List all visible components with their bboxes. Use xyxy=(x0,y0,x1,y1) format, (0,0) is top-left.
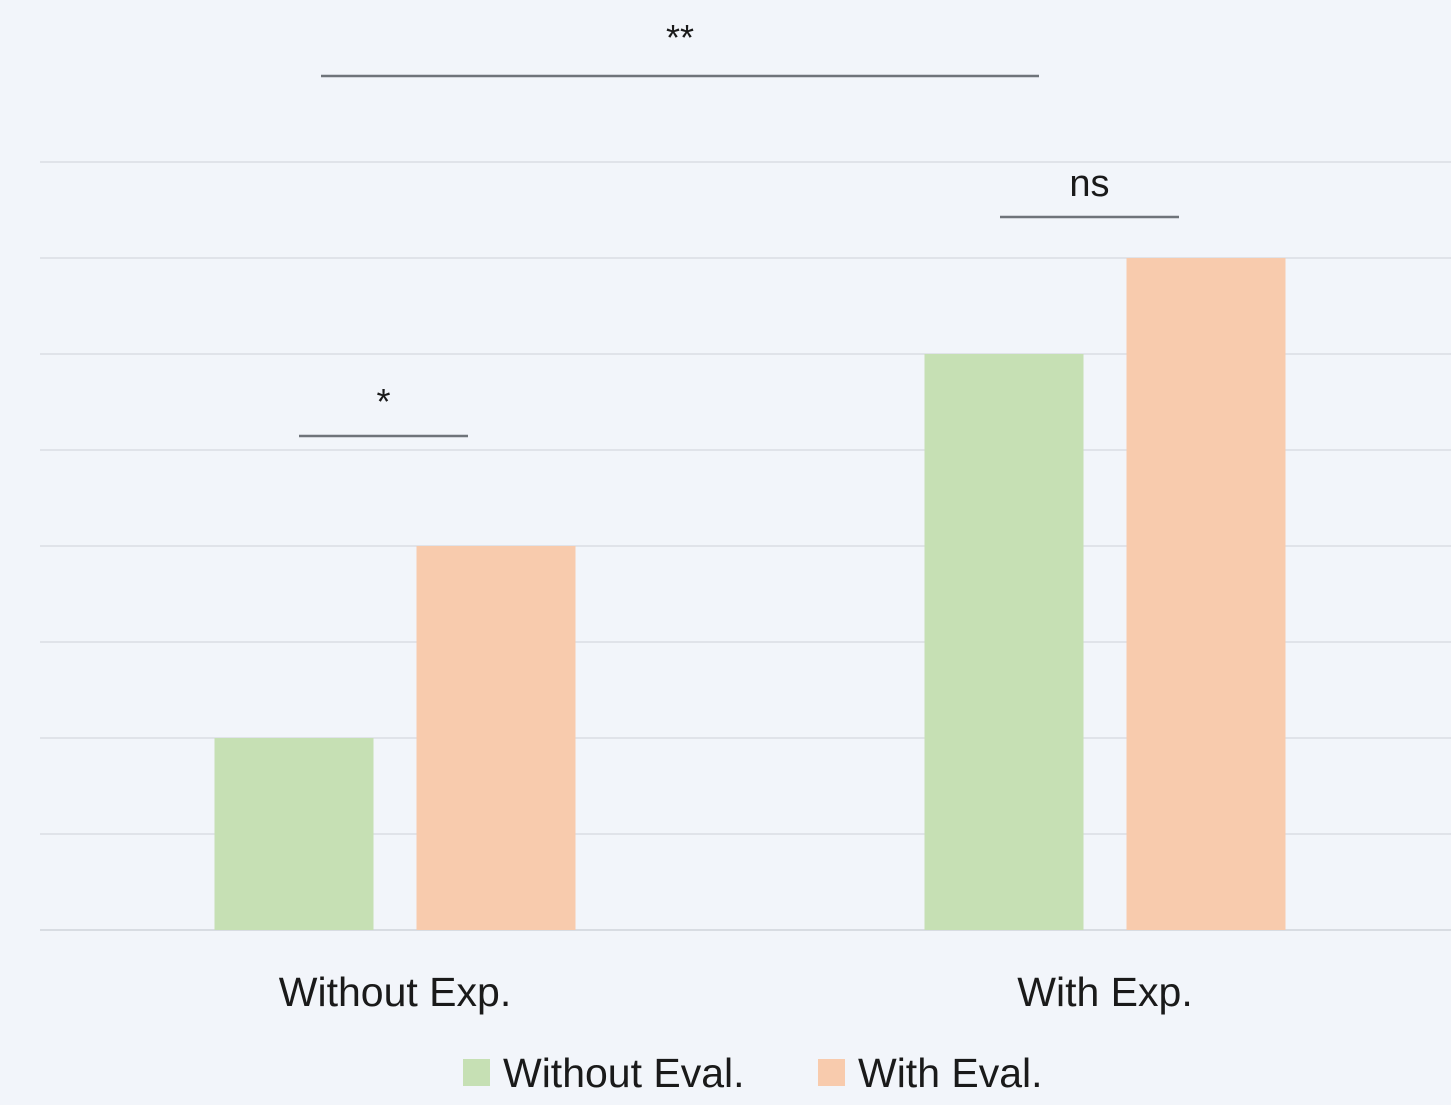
significance-between-groups-label: ** xyxy=(666,17,694,58)
bar-with-exp-with-eval xyxy=(1126,258,1286,930)
legend: Without Eval. With Eval. xyxy=(463,1050,1043,1096)
category-label: With Exp. xyxy=(1017,969,1192,1015)
bar-without-exp-without-eval xyxy=(214,738,374,930)
significance-annotations: * ns ** xyxy=(299,17,1179,438)
bar-with-exp-without-eval xyxy=(924,354,1084,930)
legend-swatch xyxy=(463,1059,490,1086)
category-labels: Without Exp. With Exp. xyxy=(279,969,1193,1015)
significance-within-without-exp-label: * xyxy=(376,381,390,422)
category-label: Without Exp. xyxy=(279,969,511,1015)
significance-within-with-exp-label: ns xyxy=(1069,163,1109,205)
bars xyxy=(214,258,1286,930)
bar-without-exp-with-eval xyxy=(416,546,576,930)
legend-label: Without Eval. xyxy=(503,1050,745,1096)
legend-swatch xyxy=(818,1059,845,1086)
legend-label: With Eval. xyxy=(858,1050,1043,1096)
